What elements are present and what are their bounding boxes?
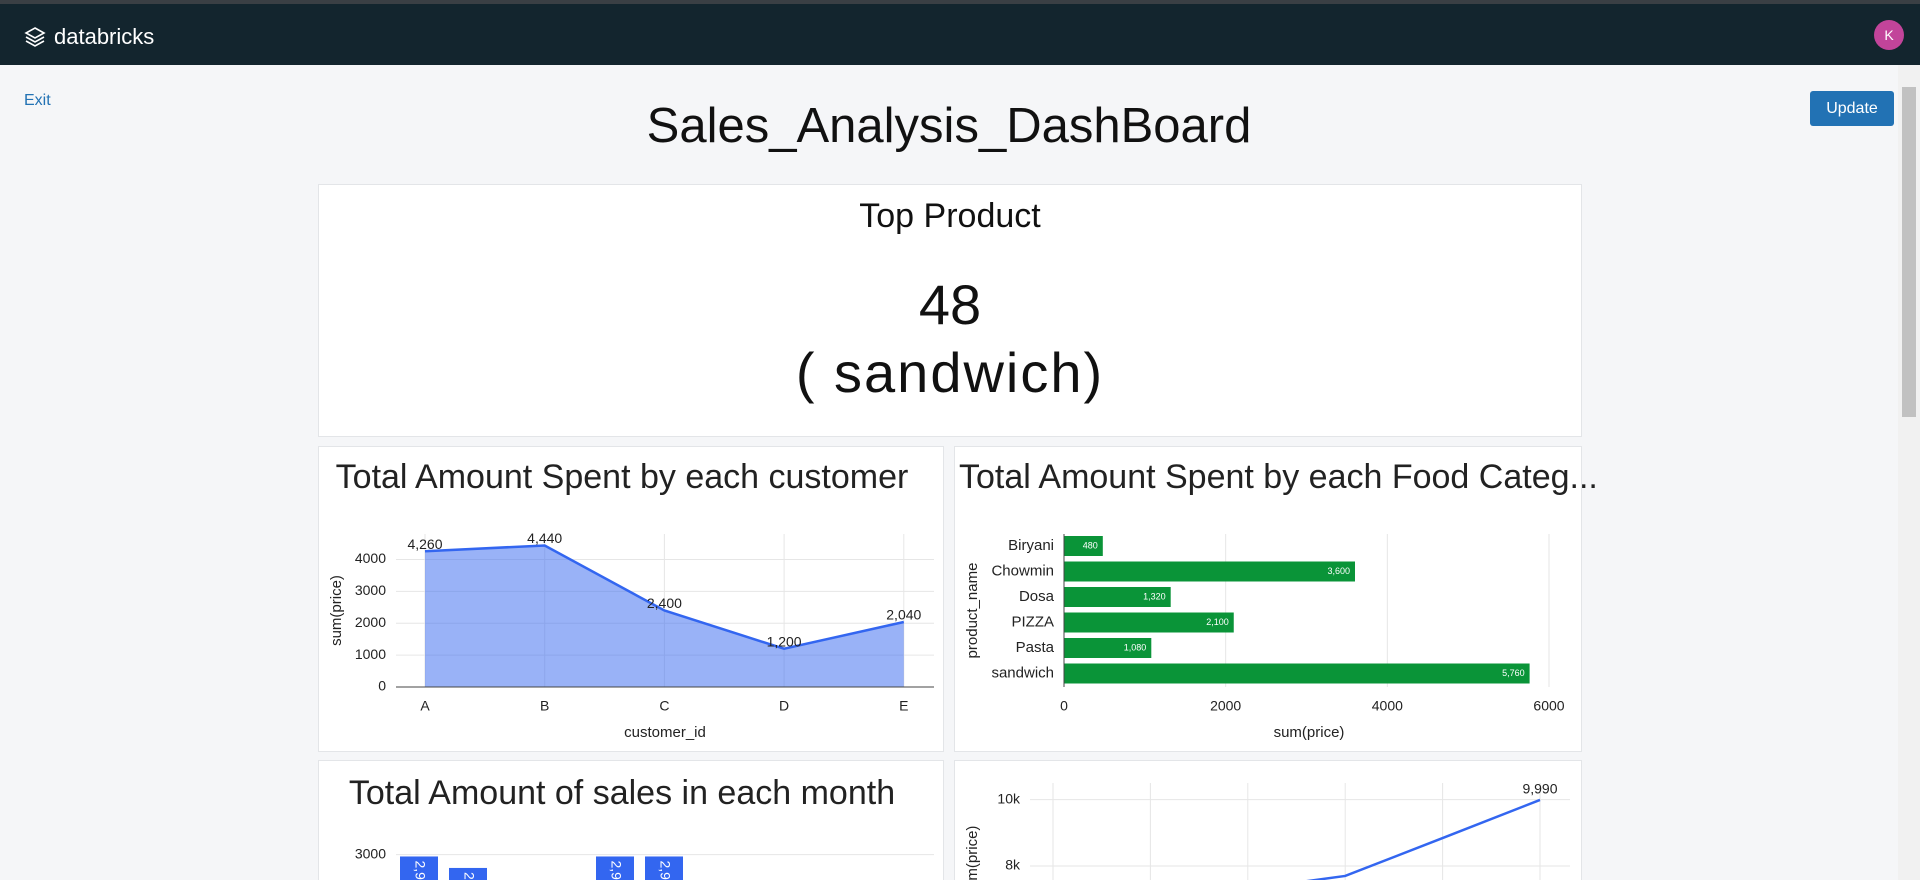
y-tick-label: 4000: [355, 550, 386, 566]
value-label: 2,400: [647, 595, 682, 611]
bar: [1064, 587, 1171, 607]
bar: [1064, 536, 1103, 556]
bar: [1064, 612, 1234, 633]
area: [425, 545, 904, 687]
dashboard-title: Sales_Analysis_DashBoard: [646, 99, 1252, 153]
x-tick-label: B: [540, 698, 549, 714]
value-label: 2,100: [1206, 617, 1229, 627]
value-label: 3,600: [1327, 566, 1350, 576]
y-tick-label: sandwich: [991, 664, 1054, 681]
value-label: 2,960: [608, 860, 624, 880]
y-axis-title: sum(price): [328, 575, 345, 646]
avatar[interactable]: K: [1874, 20, 1904, 50]
y-tick-label: 2000: [355, 614, 386, 630]
card: [954, 446, 1582, 752]
top-bar: databricks K: [0, 4, 1920, 65]
x-tick-label: 4000: [1372, 698, 1403, 714]
x-tick-label: D: [779, 698, 789, 714]
exit-link[interactable]: Exit: [24, 92, 51, 109]
chart-title: Total Amount Spent by each Food Categ...: [959, 458, 1598, 496]
widget-title: Top Product: [859, 197, 1041, 235]
x-tick-label: E: [899, 698, 908, 714]
logo: [24, 27, 46, 47]
scroll-thumb[interactable]: [1902, 87, 1916, 417]
x-tick-label: C: [659, 698, 669, 714]
y-tick-label: Biryani: [1008, 537, 1054, 554]
bar: [1064, 663, 1530, 684]
y-tick-label: 8k: [1005, 857, 1021, 873]
y-tick-label: Dosa: [1019, 588, 1055, 605]
card: [318, 184, 1582, 437]
update-button[interactable]: Update: [1810, 91, 1894, 126]
value-label: 5,760: [1502, 668, 1525, 678]
brand[interactable]: databricks: [54, 24, 155, 49]
value-label: 2,960: [657, 860, 673, 880]
y-tick-label: Chowmin: [991, 562, 1054, 579]
value-label: 9,990: [1522, 781, 1557, 797]
value-label: 480: [1083, 540, 1098, 550]
x-axis-title: customer_id: [624, 724, 706, 741]
chart-title: Total Amount of sales in each month: [349, 774, 895, 812]
value-label: 1,320: [1143, 591, 1166, 601]
x-axis-title: sum(price): [1274, 724, 1345, 741]
bar: [1064, 561, 1355, 582]
bar: [449, 867, 487, 880]
x-tick-label: 6000: [1533, 698, 1564, 714]
value-label: 4,440: [527, 530, 562, 546]
value-label: 4,260: [407, 536, 442, 552]
value-label: 1,080: [1124, 642, 1147, 652]
bar: [1064, 638, 1152, 658]
y-tick-label: 3000: [355, 582, 386, 598]
bar: [400, 856, 438, 880]
x-tick-label: 2000: [1210, 698, 1241, 714]
y-axis-title: sum(price): [964, 826, 981, 880]
top-line: [0, 0, 1920, 4]
value-label: 2,960: [412, 860, 428, 880]
y-tick-label: 10k: [997, 790, 1021, 806]
y-tick-label: 0: [378, 678, 386, 694]
y-tick-label: Pasta: [1016, 639, 1055, 656]
bar: [596, 856, 634, 880]
chart-title: Total Amount Spent by each customer: [336, 458, 909, 496]
counter-label: ( sandwich): [795, 341, 1105, 404]
line: [1306, 798, 1541, 880]
scrollbar[interactable]: [1898, 65, 1920, 880]
counter-value: 48: [918, 273, 982, 336]
x-tick-label: A: [420, 698, 430, 714]
value-label: 1,200: [767, 633, 802, 649]
y-tick-label: 1000: [355, 646, 386, 662]
y-tick-label: PIZZA: [1011, 613, 1054, 630]
value-label: 2,040: [886, 607, 921, 623]
card: [954, 760, 1582, 880]
value-label: 2,720: [461, 872, 477, 880]
y-axis-title: product_name: [964, 563, 981, 659]
x-tick-label: 0: [1060, 698, 1068, 714]
y-tick-label: 3000: [355, 845, 386, 861]
bar: [645, 856, 683, 880]
line: [424, 544, 905, 651]
